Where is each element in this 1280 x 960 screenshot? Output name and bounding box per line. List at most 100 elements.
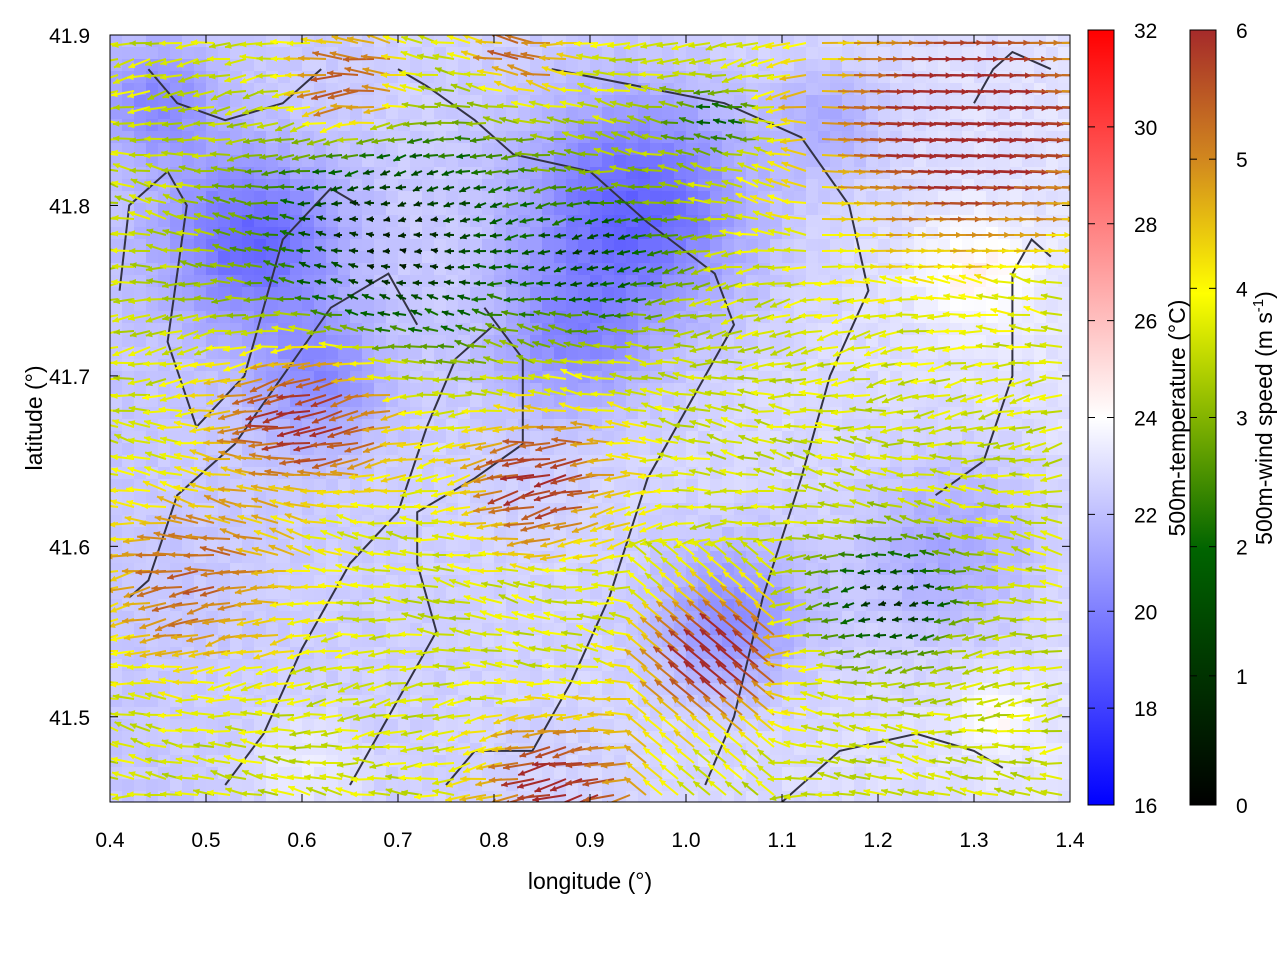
wind-arrow [242,138,263,145]
wind-arrow [427,200,439,207]
wind-colorbar-tick-label: 3 [1236,408,1248,431]
x-tick-label: 1.1 [767,829,796,852]
wind-arrow [672,70,695,77]
wind-arrow [315,230,327,237]
wind-arrow [472,54,503,61]
wind-arrow [291,154,311,161]
wind-arrow [643,115,663,124]
wind-arrow [735,266,759,275]
wind-arrow [336,136,359,143]
wind-arrow [366,248,375,255]
x-axis-label: longitude (°) [528,868,652,894]
wind-arrow [625,57,647,64]
wind-arrow [298,215,311,222]
wind-arrow [208,73,231,80]
wind-arrow [193,120,215,127]
wind-arrow [578,151,599,158]
wind-arrow [364,199,375,206]
wind-arrow [567,216,583,223]
wind-arrow [566,201,583,208]
wind-arrow [571,234,583,241]
wind-arrow [296,185,311,192]
wind-arrow [227,166,247,173]
wind-arrow [291,138,311,145]
wind-arrow [496,102,519,109]
wind-arrow [609,100,631,108]
wind-arrow [546,116,567,124]
wind-arrow [145,58,167,67]
wind-arrow [502,202,519,209]
wind-arrow [487,281,503,288]
wind-arrow [779,138,807,145]
wind-arrow [1061,90,1070,93]
wind-arrow [452,119,471,126]
wind-arrow [224,106,247,116]
wind-arrow [489,232,503,239]
wind-arrow [244,183,263,190]
wind-arrow [609,56,631,63]
wind-arrow [616,249,631,256]
wind-vectors [110,35,1070,802]
wind-arrow [348,119,375,126]
wind-arrow [547,149,567,156]
wind-arrow [593,147,615,156]
wind-arrow [160,58,183,66]
wind-arrow [781,266,807,273]
wind-arrow [766,137,791,144]
wind-arrow [592,115,615,124]
wind-arrow [162,228,183,236]
wind-arrow [365,279,375,286]
wind-arrow [781,161,807,172]
wind-arrow [765,42,791,50]
wind-arrow [627,130,647,140]
wind-arrow [209,42,231,49]
wind-arrow [399,263,407,270]
wind-arrow [720,58,743,70]
wind-arrow [144,73,167,79]
wind-arrow [396,279,407,286]
wind-arrow [472,216,487,223]
wind-arrow [532,152,551,159]
wind-arrow [257,88,279,95]
wind-arrow [626,115,647,124]
wind-arrow [244,168,263,175]
wind-arrow [656,42,679,49]
wind-arrow [356,138,375,145]
wind-arrow [510,100,535,108]
wind-arrow [312,168,327,175]
wind-arrow [176,150,199,157]
wind-arrow [129,262,151,269]
wind-arrow [430,39,455,46]
wind-arrow [244,230,263,236]
wind-arrow [577,101,599,108]
wind-arrow [412,185,423,192]
wind-arrow [114,195,135,204]
wind-arrow [128,58,151,69]
wind-arrow [689,70,711,77]
wind-arrow [504,263,519,270]
contour-line [551,68,870,786]
wind-arrow [704,198,727,205]
wind-arrow [274,136,295,143]
wind-arrow [1061,170,1070,173]
wind-arrow [245,214,263,220]
wind-arrow [380,263,391,270]
wind-arrow [437,136,455,143]
wind-arrow [316,215,327,222]
wind-arrow [348,278,359,285]
wind-arrow [277,183,295,190]
wind-arrow [426,169,439,176]
wind-arrow [227,261,247,268]
wind-arrow [458,186,471,193]
wind-arrow [538,232,551,239]
wind-arrow [721,179,743,188]
wind-arrow [243,262,263,269]
wind-arrow [428,279,439,286]
wind-arrow [579,185,599,192]
wind-arrow [690,234,711,241]
wind-arrow [537,249,551,256]
wind-arrow [500,154,519,161]
wind-arrow [413,263,423,270]
wind-arrow [130,178,151,188]
wind-arrow [554,232,567,239]
